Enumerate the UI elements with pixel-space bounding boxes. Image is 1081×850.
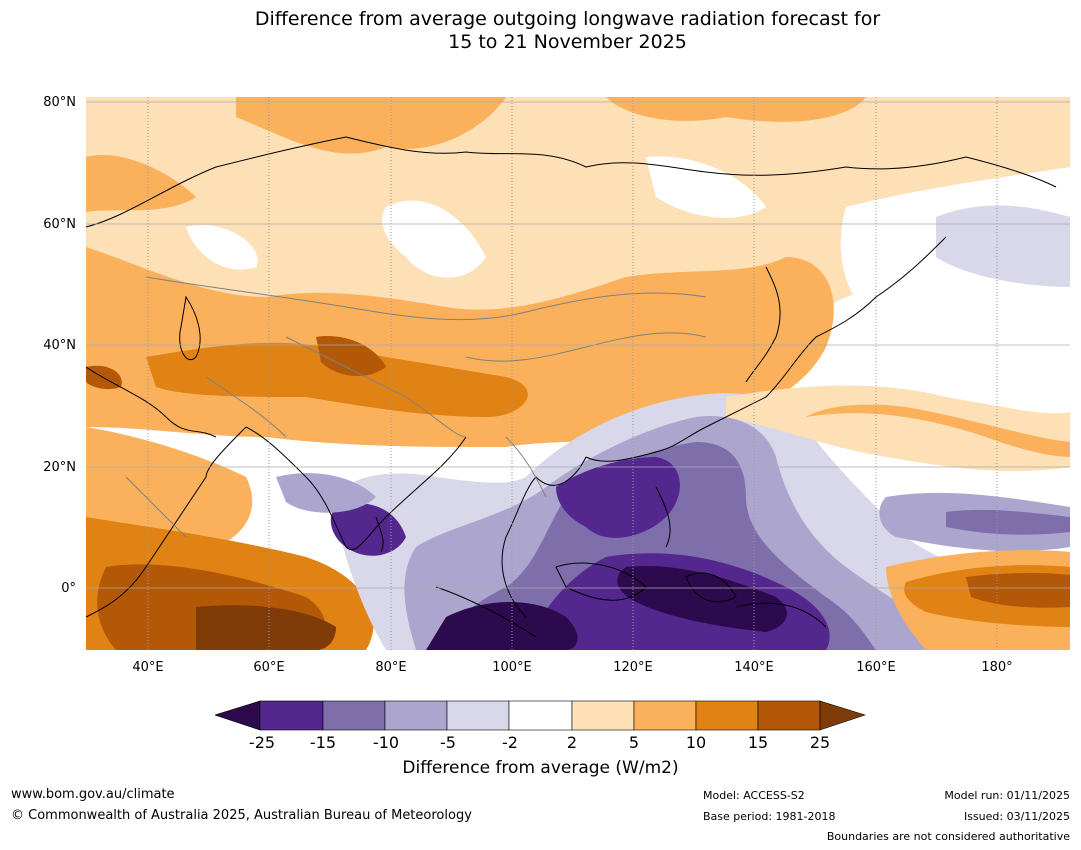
cbar-tick-minus-2: -2 — [502, 733, 518, 752]
olr-anomaly-map — [86, 97, 1070, 650]
east-siberia-neutral-patch — [646, 156, 766, 218]
arabia-africa-coastline — [86, 426, 247, 618]
cbar-tick-15: 15 — [747, 733, 769, 752]
cbar-extend-low — [214, 700, 261, 731]
latitude-gridlines — [86, 101, 1070, 589]
cbar-tick-minus-25: -25 — [248, 733, 276, 752]
issued-text: Issued: 03/11/2025 — [963, 810, 1070, 823]
siberia-neutral-patch — [382, 200, 486, 278]
arctic-coastline — [86, 136, 1057, 228]
copyright-text: © Commonwealth of Australia 2025, Austra… — [11, 808, 472, 823]
cbar-bin-7 — [633, 700, 697, 731]
lat-label-20n: 20°N — [43, 460, 76, 475]
cbar-tick-25: 25 — [809, 733, 831, 752]
cbar-bin-2 — [322, 700, 386, 731]
colour-bar-svg — [214, 700, 866, 731]
lat-label-60n: 60°N — [43, 217, 76, 232]
subtropical-pacific-light-orange — [726, 385, 1070, 472]
sumatra-coastline — [435, 586, 537, 638]
cbar-tick-5: 5 — [628, 733, 640, 752]
sumatra-java-darkest-purple — [426, 602, 578, 650]
map-canvas — [86, 97, 1070, 650]
lon-label-40e: 40°E — [132, 660, 164, 675]
sulawesi-coastline — [685, 572, 737, 603]
maritime-continent-darkest-purple — [617, 566, 787, 632]
country-borders — [125, 276, 707, 538]
midlatitude-orange-band — [86, 247, 834, 447]
base-period-text: Base period: 1981-2018 — [703, 810, 836, 823]
western-indian-ocean-darkest-orange — [196, 605, 336, 650]
cbar-bin-5 — [508, 700, 573, 731]
persian-gulf-coastline — [86, 366, 217, 438]
new-guinea-coastline — [735, 602, 827, 628]
lat-label-0: 0° — [61, 581, 76, 596]
cbar-tick-minus-5: -5 — [440, 733, 456, 752]
central-pacific-purple — [946, 509, 1070, 535]
philippines-coastline — [655, 486, 671, 548]
subtropical-pacific-orange — [806, 404, 1070, 457]
title-line-2: 15 to 21 November 2025 — [448, 31, 687, 53]
lat-label-80n: 80°N — [43, 95, 76, 110]
russia-southern-border — [145, 276, 707, 321]
india-coastline — [245, 426, 467, 551]
mongolia-border — [465, 332, 707, 362]
cbar-tick-minus-15: -15 — [309, 733, 337, 752]
lon-label-160e: 160°E — [856, 660, 896, 675]
cbar-bin-1 — [259, 700, 324, 731]
model-run-text: Model run: 01/11/2025 — [944, 789, 1070, 802]
title-line-1: Difference from average outgoing longwav… — [254, 8, 881, 30]
borneo-coastline — [555, 562, 647, 601]
arctic-orange-patch — [236, 97, 506, 154]
boundaries-disclaimer: Boundaries are not considered authoritat… — [826, 830, 1070, 843]
cbar-bin-3 — [384, 700, 448, 731]
lon-label-120e: 120°E — [613, 660, 653, 675]
lon-label-180: 180° — [981, 660, 1013, 675]
longitude-gridlines — [147, 97, 998, 650]
lon-label-60e: 60°E — [253, 660, 285, 675]
coastlines — [86, 136, 1057, 638]
central-asia-orange — [146, 342, 528, 417]
cbar-tick-minus-10: -10 — [372, 733, 400, 752]
map-title: Difference from average outgoing longwav… — [0, 8, 1081, 54]
cbar-tick-10: 10 — [685, 733, 707, 752]
arabian-sea-lavender — [276, 473, 376, 513]
sri-lanka-coastline — [375, 516, 384, 553]
colour-bar-label: Difference from average (W/m2) — [402, 758, 679, 778]
lat-label-40n: 40°N — [43, 338, 76, 353]
horn-of-africa-border — [125, 476, 187, 538]
western-siberia-orange — [86, 155, 196, 212]
colour-bar — [214, 700, 867, 736]
tibet-dark-orange — [316, 336, 386, 377]
lon-label-80e: 80°E — [375, 660, 407, 675]
lon-label-140e: 140°E — [734, 660, 774, 675]
lon-label-100e: 100°E — [492, 660, 532, 675]
cbar-bin-9 — [757, 700, 821, 731]
cbar-extend-high — [819, 700, 866, 731]
cbar-tick-2: 2 — [566, 733, 578, 752]
himalaya-border — [285, 336, 467, 438]
ural-neutral-patch — [186, 225, 258, 270]
cbar-bin-6 — [571, 700, 635, 731]
north-pacific-light-purple — [936, 205, 1070, 287]
cbar-bin-8 — [695, 700, 759, 731]
model-text: Model: ACCESS-S2 — [703, 789, 805, 802]
cbar-bin-4 — [446, 700, 510, 731]
sakhalin-japan-coastline — [745, 266, 781, 383]
equatorial-pacific-darker-orange — [966, 572, 1070, 608]
south-china-sea-purple — [556, 457, 680, 538]
indochina-coastline — [501, 456, 587, 618]
iran-pakistan-border — [205, 376, 287, 438]
arctic-orange-patch-east — [606, 97, 866, 122]
caspian-coastline — [179, 295, 201, 360]
east-asia-coastline — [585, 236, 947, 462]
bom-climate-link[interactable]: www.bom.gov.au/climate — [11, 787, 175, 802]
